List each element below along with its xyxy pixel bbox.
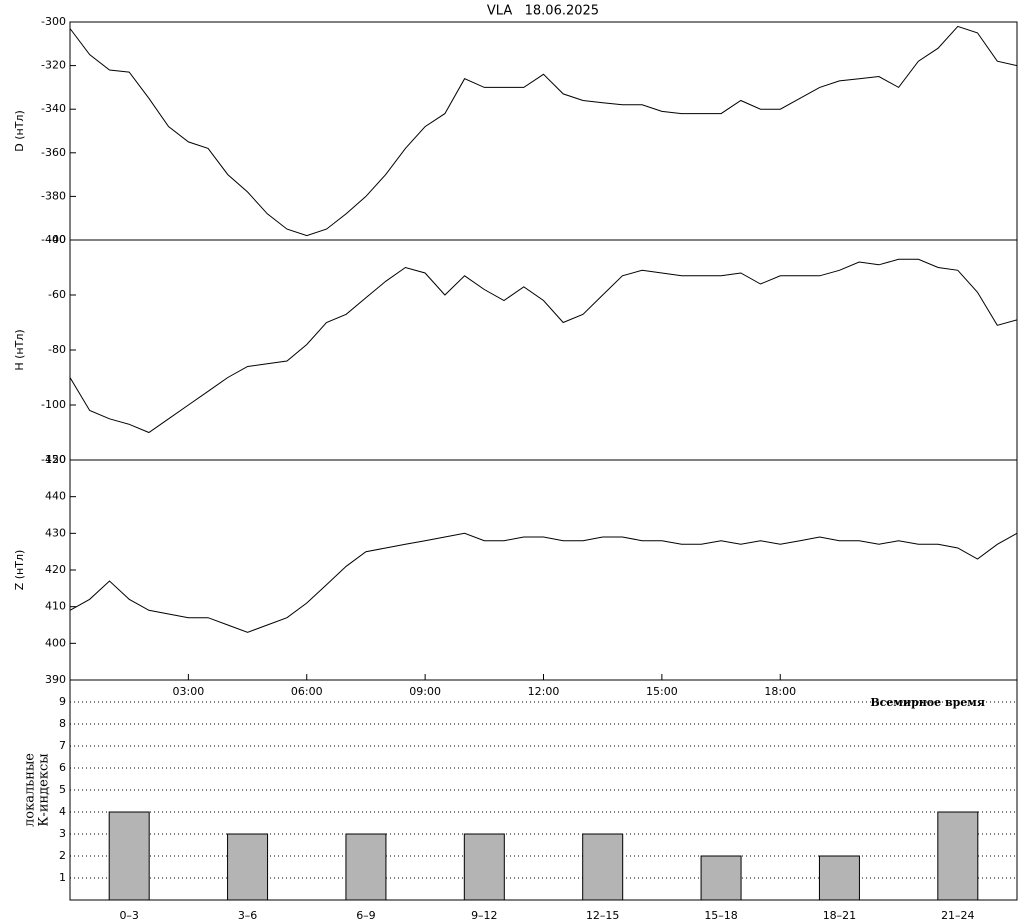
y-tick-label: 440 xyxy=(45,490,66,503)
line-series xyxy=(69,532,1018,633)
y-tick-label: -60 xyxy=(48,288,66,301)
y-tick-label: 9 xyxy=(59,695,66,708)
chart-title: VLA 18.06.2025 xyxy=(487,4,599,19)
y-tick-label: -40 xyxy=(48,233,66,246)
y-tick-label: 430 xyxy=(45,526,66,539)
y-tick-label: 400 xyxy=(45,636,66,649)
y-tick-label: 3 xyxy=(59,827,66,840)
y-tick-label: 390 xyxy=(45,673,66,686)
y-tick-label: 8 xyxy=(59,717,66,730)
y-tick-label: -320 xyxy=(41,59,66,72)
x-tick-label: 9–12 xyxy=(471,909,498,921)
x-tick-label: 6–9 xyxy=(356,909,376,921)
x-tick-label: 18:00 xyxy=(764,685,796,698)
x-tick-label: 12:00 xyxy=(528,685,560,698)
y-tick-label: -380 xyxy=(41,189,66,202)
y-tick-label: 7 xyxy=(59,739,66,752)
bar xyxy=(463,833,505,901)
bar xyxy=(227,833,269,901)
x-tick-label: 15:00 xyxy=(646,685,678,698)
x-tick-label: 15–18 xyxy=(704,909,738,921)
x-tick-label: 12–15 xyxy=(586,909,620,921)
y-tick-label: 6 xyxy=(59,761,66,774)
bar xyxy=(937,811,979,901)
bar xyxy=(108,811,150,901)
x-tick-label: 21–24 xyxy=(941,909,975,921)
x-tick-label: 03:00 xyxy=(173,685,205,698)
bar xyxy=(818,855,860,901)
line-series xyxy=(69,258,1018,434)
y-tick-label: 420 xyxy=(45,563,66,576)
y-tick-label: 4 xyxy=(59,805,66,818)
y-tick-label: 450 xyxy=(45,453,66,466)
y-tick-label: -400 xyxy=(41,233,66,246)
y-tick-label: 2 xyxy=(59,849,66,862)
y-tick-label: -300 xyxy=(41,15,66,28)
y-tick-label: -340 xyxy=(41,102,66,115)
y-tick-label: 1 xyxy=(59,871,66,884)
y-tick-label: -120 xyxy=(41,453,66,466)
line-series xyxy=(69,25,1018,237)
y-tick-label: -80 xyxy=(48,343,66,356)
panel-frame xyxy=(69,239,1018,461)
panel-frame xyxy=(69,459,1018,681)
panel-frame xyxy=(69,21,1018,241)
x-tick-label: 09:00 xyxy=(409,685,441,698)
y-axis-label: D (нТл) xyxy=(13,110,26,152)
y-axis-label: Z (нТл) xyxy=(13,550,26,591)
bar xyxy=(700,855,742,901)
y-tick-label: -360 xyxy=(41,146,66,159)
y-tick-label: 410 xyxy=(45,600,66,613)
x-tick-label: 0–3 xyxy=(119,909,139,921)
y-tick-label: -100 xyxy=(41,398,66,411)
y-axis-label: H (нТл) xyxy=(13,329,26,370)
y-tick-label: 5 xyxy=(59,783,66,796)
y-axis-label: локальные xyxy=(23,753,38,827)
x-tick-label: 18–21 xyxy=(823,909,857,921)
x-tick-label: 3–6 xyxy=(238,909,258,921)
y-axis-label: К-индексы xyxy=(37,753,52,826)
x-axis-label: Всемирное время xyxy=(870,696,985,709)
x-tick-label: 06:00 xyxy=(291,685,323,698)
bar xyxy=(345,833,387,901)
bar xyxy=(582,833,624,901)
